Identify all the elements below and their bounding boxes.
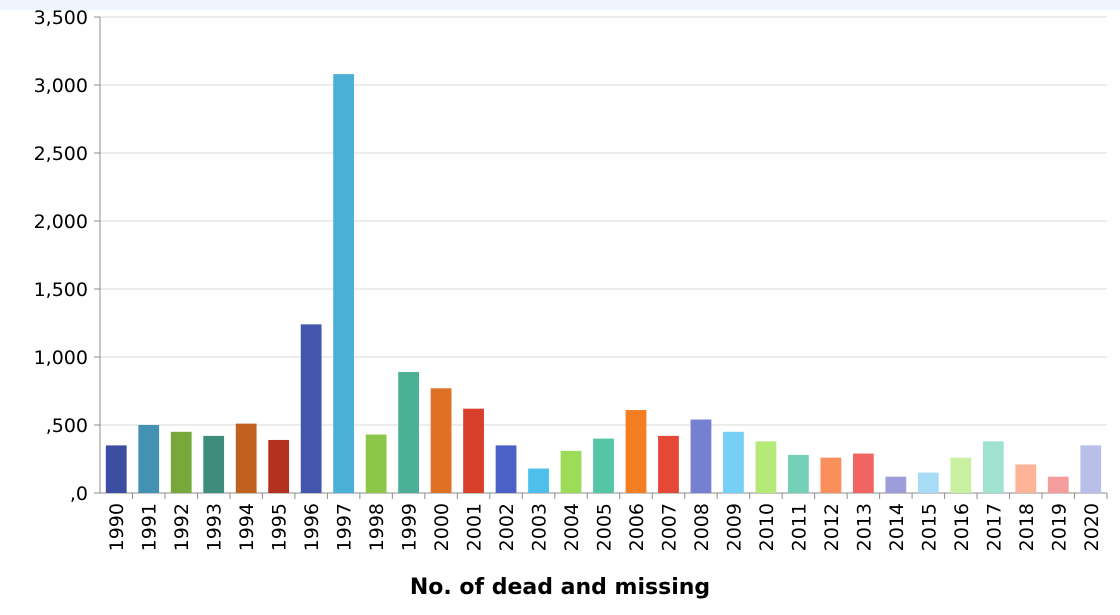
bar-1996 — [300, 324, 322, 493]
bar-1999 — [398, 371, 419, 493]
x-tick-label: 2005 — [594, 503, 616, 551]
x-tick-label: 2017 — [983, 503, 1005, 551]
y-tick-label: 1,000 — [34, 347, 88, 369]
x-tick-label: 2008 — [691, 503, 713, 551]
x-tick-label: 2016 — [951, 503, 973, 551]
x-tick-label: 1995 — [269, 503, 291, 551]
bar-1993 — [203, 435, 225, 493]
y-tick-label: ,0 — [70, 483, 88, 505]
bar-2006 — [625, 410, 647, 493]
bar-2001 — [463, 408, 484, 493]
x-tick-label: 2006 — [626, 503, 648, 551]
gridlines — [100, 16, 1107, 426]
bar-1997 — [333, 74, 355, 494]
x-tick-label: 2003 — [529, 503, 551, 551]
bar-2017 — [982, 441, 1004, 493]
bar-2013 — [852, 453, 874, 493]
x-tick-label: 1992 — [171, 503, 193, 551]
bar-1994 — [235, 423, 257, 493]
bar-2002 — [495, 445, 517, 493]
y-tick-label: 2,500 — [34, 143, 88, 165]
bar-2016 — [950, 457, 972, 493]
bar-2007 — [658, 435, 679, 493]
top-band — [0, 0, 1120, 10]
bar-2009 — [723, 431, 744, 493]
bar-1992 — [170, 431, 192, 493]
x-tick-label: 2011 — [788, 503, 810, 551]
bar-2018 — [1015, 464, 1037, 493]
x-tick-label: 1996 — [301, 503, 323, 551]
y-tick-label: 3,000 — [34, 75, 88, 97]
x-tick-label: 2013 — [853, 503, 875, 551]
bar-1998 — [365, 434, 387, 493]
x-tick-label: 1993 — [204, 503, 226, 551]
x-tick-label: 1990 — [106, 503, 128, 551]
bar-2012 — [820, 457, 842, 493]
x-tick-label: 1999 — [399, 503, 421, 551]
y-tick-label: 2,000 — [34, 211, 88, 233]
x-tick-label: 2012 — [821, 503, 843, 551]
y-tick-label: ,500 — [46, 415, 88, 437]
x-tick-label: 1991 — [139, 503, 161, 551]
x-tick-label: 2009 — [723, 503, 745, 551]
x-tick-label: 2018 — [1016, 503, 1038, 551]
bars — [105, 74, 1102, 494]
bar-1995 — [268, 439, 290, 493]
bar-2000 — [430, 388, 452, 493]
bar-2019 — [1047, 476, 1069, 493]
x-tick-label: 2014 — [886, 503, 908, 551]
x-tick-label: 2001 — [464, 503, 486, 551]
x-tick-label: 2002 — [496, 503, 518, 551]
bar-2015 — [917, 472, 939, 493]
bar-2010 — [755, 441, 777, 493]
x-tick-label: 2015 — [918, 503, 940, 551]
x-tick-label: 2020 — [1081, 503, 1103, 551]
x-tick-label: 2000 — [431, 503, 453, 551]
x-tick-label: 2019 — [1048, 503, 1070, 551]
bar-2011 — [788, 454, 809, 493]
bar-2004 — [560, 450, 582, 493]
bar-2020 — [1080, 445, 1102, 493]
bar-2014 — [885, 476, 907, 493]
y-tick-label: 3,500 — [34, 7, 88, 29]
x-tick-label: 2007 — [658, 503, 680, 551]
y-tick-label: 1,500 — [34, 279, 88, 301]
x-tick-label: 1997 — [334, 503, 356, 551]
y-tick-labels: ,0 ,500 1,000 1,500 2,000 2,500 3,000 3,500 — [34, 7, 88, 505]
x-tick-label: 2010 — [756, 503, 778, 551]
bar-1990 — [105, 445, 127, 493]
x-tick-label: 1998 — [366, 503, 388, 551]
bar-2008 — [690, 419, 712, 493]
bar-2003 — [528, 468, 549, 493]
bar-2005 — [593, 438, 614, 493]
x-tick-label: 2004 — [561, 503, 583, 551]
x-tick-labels: 1990 1991 1992 1993 1994 1995 1996 1997 1998 1999… — [106, 503, 1103, 551]
x-tick-label: 1994 — [236, 503, 258, 551]
bar-1991 — [138, 425, 160, 493]
x-axis-label: No. of dead and missing — [409, 575, 711, 600]
